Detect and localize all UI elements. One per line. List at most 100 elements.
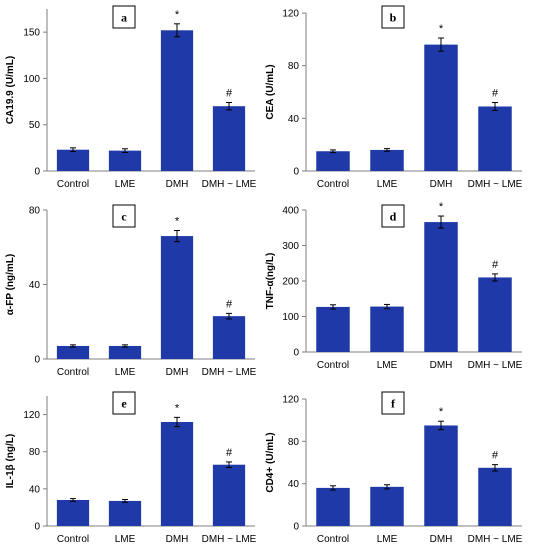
bar — [160, 236, 194, 359]
bar — [370, 486, 404, 526]
y-tick-label: 150 — [23, 28, 40, 39]
significance-mark: * — [175, 215, 180, 227]
y-axis-title: CD4+ (U/mL) — [265, 432, 276, 492]
panel-letter: a — [121, 11, 127, 25]
significance-mark: # — [226, 298, 233, 310]
x-tick-label: DMH — [166, 534, 189, 545]
significance-mark: * — [439, 201, 444, 213]
y-axis-title: TNF-α(ng/L) — [265, 253, 276, 310]
bar — [424, 44, 458, 171]
bar — [424, 222, 458, 352]
x-tick-label: DMH ~ LME — [202, 179, 257, 190]
x-tick-label: Control — [57, 367, 89, 378]
x-tick-label: Control — [57, 179, 89, 190]
bar — [160, 422, 194, 526]
y-tick-label: 120 — [23, 410, 40, 421]
x-tick-label: DMH ~ LME — [468, 534, 523, 545]
y-tick-label: 80 — [288, 437, 300, 448]
significance-mark: # — [492, 450, 499, 462]
significance-mark: * — [439, 23, 444, 35]
chart-panel-c: 0 40 80 α-FP (ng/mL) Control LME * DMH # DMH ~ LM… — [5, 204, 257, 378]
x-tick-label: LME — [115, 179, 136, 190]
y-tick-label: 80 — [288, 61, 300, 72]
y-tick-label: 80 — [29, 206, 41, 217]
x-tick-label: LME — [115, 367, 136, 378]
chart-panel-a: 0 50 100 150 CA19.9 (U/mL) Control LME * DMH # DMH… — [5, 5, 257, 190]
panel-letter-box — [381, 391, 405, 415]
bar — [316, 487, 350, 526]
x-tick-label: LME — [115, 534, 136, 545]
significance-mark: # — [226, 447, 233, 459]
x-tick-label: DMH — [166, 367, 189, 378]
significance-mark: # — [492, 88, 499, 100]
bar — [424, 425, 458, 526]
bar — [316, 151, 350, 171]
panel-letter: e — [121, 397, 127, 411]
y-tick-label: 300 — [282, 241, 299, 252]
y-axis-title: CEA (U/mL) — [265, 64, 276, 119]
y-axis-title: IL-1β (ng/L) — [5, 434, 16, 488]
y-tick-label: 80 — [29, 447, 41, 458]
bar — [56, 345, 90, 359]
y-tick-label: 100 — [282, 312, 299, 323]
y-tick-label: 0 — [34, 355, 40, 366]
y-axis-title: CA19.9 (U/mL) — [5, 56, 16, 124]
bar — [370, 306, 404, 352]
chart-panel-e: 0 40 80 120 IL-1β (ng/L) Control LME * DMH # DMH ~… — [5, 391, 257, 545]
panel-letter: d — [390, 210, 397, 224]
bar — [108, 500, 142, 526]
y-tick-label: 0 — [293, 522, 299, 533]
significance-mark: * — [439, 406, 444, 418]
bar — [56, 500, 90, 526]
x-tick-label: DMH — [430, 360, 453, 371]
y-tick-label: 40 — [288, 114, 300, 125]
panel-letter: f — [391, 397, 396, 411]
y-tick-label: 50 — [29, 120, 41, 131]
significance-mark: * — [175, 402, 180, 414]
x-tick-label: DMH — [166, 179, 189, 190]
bar — [478, 106, 512, 171]
y-tick-label: 120 — [282, 395, 299, 406]
panel-letter-box — [381, 5, 405, 29]
panel-letter: b — [390, 11, 397, 25]
panel-letter-box — [381, 204, 405, 228]
x-tick-label: Control — [317, 534, 349, 545]
chart-panel-d: 0 100 200 300 400 TNF-α(ng/L) Control LME * DMH # D… — [265, 201, 523, 371]
panel-letter-box — [112, 391, 136, 415]
chart-panel-b: 0 40 80 120 CEA (U/mL) Control LME * DMH # DMH ~ L… — [265, 5, 523, 190]
bar — [108, 150, 142, 171]
x-tick-label: DMH — [430, 534, 453, 545]
panel-letter-box — [112, 204, 136, 228]
bar — [478, 467, 512, 526]
y-tick-label: 0 — [34, 522, 40, 533]
x-tick-label: Control — [317, 179, 349, 190]
significance-mark: # — [226, 87, 233, 99]
bar — [478, 277, 512, 352]
chart-panel-f: 0 40 80 120 CD4+ (U/mL) Control LME * DMH # DMH ~ … — [265, 391, 523, 545]
y-tick-label: 40 — [288, 479, 300, 490]
panel-letter: c — [121, 210, 127, 224]
x-tick-label: LME — [377, 534, 398, 545]
x-tick-label: LME — [377, 360, 398, 371]
significance-mark: # — [492, 259, 499, 271]
y-tick-label: 40 — [29, 280, 41, 291]
x-tick-label: Control — [317, 360, 349, 371]
y-tick-label: 400 — [282, 206, 299, 217]
x-tick-label: DMH ~ LME — [202, 534, 257, 545]
y-tick-label: 40 — [29, 484, 41, 495]
bar — [212, 464, 246, 526]
bar — [316, 306, 350, 352]
y-tick-label: 0 — [293, 348, 299, 359]
y-tick-label: 0 — [34, 167, 40, 178]
x-tick-label: DMH ~ LME — [468, 179, 523, 190]
bar — [108, 345, 142, 359]
significance-mark: * — [175, 9, 180, 21]
bar — [212, 106, 246, 171]
x-tick-label: LME — [377, 179, 398, 190]
bar — [160, 30, 194, 171]
bar — [212, 316, 246, 359]
panel-letter-box — [112, 5, 136, 29]
bar — [370, 149, 404, 171]
y-tick-label: 120 — [282, 9, 299, 20]
